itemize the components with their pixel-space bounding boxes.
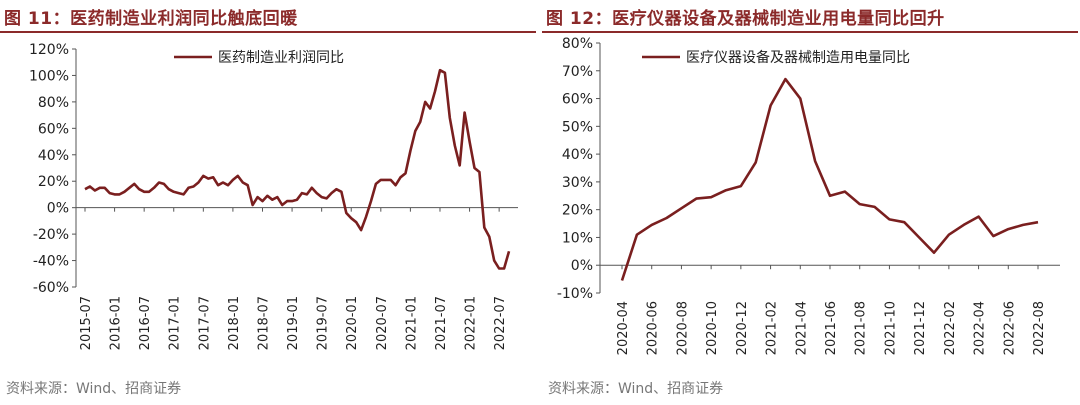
y-tick-label: 0% — [571, 258, 593, 274]
x-tick-label: 2021-07 — [434, 296, 449, 350]
legend-label: 医疗仪器设备及器械制造用电量同比 — [686, 49, 910, 66]
x-tick-label: 2017-07 — [197, 296, 212, 350]
x-tick-label: 2020-12 — [735, 301, 750, 355]
y-tick-label: -40% — [33, 254, 69, 270]
x-tick-label: 2022-06 — [1002, 301, 1017, 355]
y-tick-label: 50% — [562, 119, 593, 135]
y-tick-label: 60% — [562, 92, 593, 108]
x-tick-label: 2021-12 — [913, 301, 928, 355]
y-tick-label: 0% — [47, 201, 69, 217]
y-tick-label: 40% — [38, 148, 69, 164]
x-tick-label: 2020-04 — [616, 301, 631, 355]
x-tick-label: 2015-07 — [79, 296, 94, 350]
y-tick-label: 40% — [562, 147, 593, 163]
x-tick-label: 2022-08 — [1032, 301, 1047, 355]
legend-label: 医药制造业利润同比 — [218, 50, 344, 66]
y-tick-label: -10% — [557, 286, 593, 302]
chart-title: 图 12：医疗仪器设备及器械制造业用电量同比回升 — [546, 9, 945, 29]
y-tick-label: 20% — [38, 174, 69, 190]
x-tick-label: 2018-07 — [256, 296, 271, 350]
x-tick-label: 2020-01 — [345, 296, 360, 350]
y-tick-label: 60% — [38, 121, 69, 137]
x-tick-label: 2019-07 — [316, 296, 331, 350]
x-tick-label: 2022-02 — [943, 301, 958, 355]
y-tick-label: 120% — [29, 42, 69, 58]
x-tick-label: 2021-04 — [794, 301, 809, 355]
y-tick-label: -60% — [33, 280, 69, 296]
x-tick-label: 2021-02 — [765, 301, 780, 355]
x-tick-label: 2021-08 — [854, 301, 869, 355]
chart-panel-12: 图 12：医疗仪器设备及器械制造业用电量同比回升 -10% 0% 10% 20% 30%… — [542, 0, 1078, 405]
title-divider — [0, 31, 536, 33]
x-tick-label: 2022-01 — [464, 296, 479, 350]
x-tick-label: 2018-01 — [227, 296, 242, 350]
x-tick-label: 2020-07 — [375, 296, 390, 350]
y-tick-label: 70% — [562, 64, 593, 80]
source-note: 资料来源：Wind、招商证券 — [548, 381, 724, 397]
x-tick-label: 2021-01 — [404, 296, 419, 350]
x-tick-label: 2016-01 — [109, 296, 124, 350]
y-tick-label: 100% — [29, 68, 69, 84]
title-divider — [542, 31, 1078, 33]
x-tick-label: 2022-04 — [973, 301, 988, 355]
x-tick-label: 2017-01 — [168, 296, 183, 350]
y-tick-label: 80% — [562, 36, 593, 52]
y-tick-label: -20% — [33, 227, 69, 243]
electricity-yoy-chart: -10% 0% 10% 20% 30% 40% 50% 60% 70% 80% 2020-04 202… — [557, 36, 1060, 355]
x-tick-label: 2020-08 — [675, 301, 690, 355]
source-note: 资料来源：Wind、招商证券 — [6, 381, 182, 397]
series-line — [620, 77, 1039, 281]
x-tick-label: 2020-06 — [646, 301, 661, 355]
x-tick-label: 2021-06 — [824, 301, 839, 355]
x-tick-label: 2019-01 — [286, 296, 301, 350]
y-tick-label: 20% — [562, 203, 593, 219]
x-tick-label: 2016-07 — [138, 296, 153, 350]
chart-panel-11: 图 11：医药制造业利润同比触底回暖 -60% -40% -20% 0% 20% 40% 6… — [0, 0, 536, 405]
x-tick-label: 2020-10 — [705, 301, 720, 355]
y-tick-label: 30% — [562, 175, 593, 191]
y-tick-label: 80% — [38, 95, 69, 111]
x-tick-label: 2021-10 — [883, 301, 898, 355]
series-line — [84, 68, 511, 270]
y-tick-label: 10% — [562, 230, 593, 246]
profit-yoy-chart: -60% -40% -20% 0% 20% 40% 60% 80% 100% 120% 2015-0… — [29, 42, 518, 350]
x-tick-label: 2022-07 — [493, 296, 508, 350]
chart-title: 图 11：医药制造业利润同比触底回暖 — [4, 9, 298, 29]
